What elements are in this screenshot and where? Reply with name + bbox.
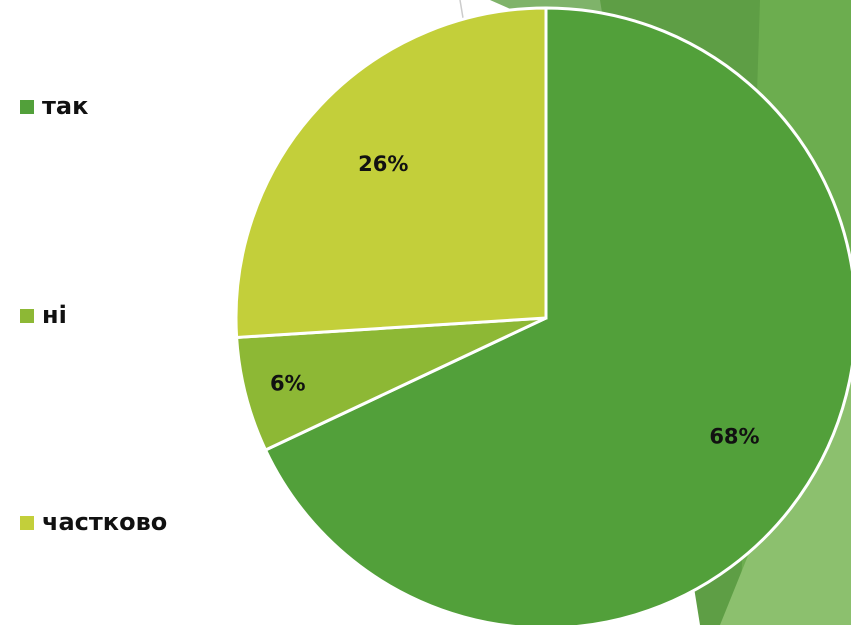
legend-label: ні bbox=[42, 301, 67, 329]
pie-slice bbox=[263, 6, 851, 625]
legend-swatch bbox=[20, 309, 34, 323]
pie: 68% 6% 26% bbox=[234, 6, 851, 625]
legend-swatch bbox=[20, 100, 34, 114]
data-label: 6% bbox=[270, 371, 306, 395]
legend-label: так bbox=[42, 92, 88, 120]
data-label: 26% bbox=[358, 152, 408, 176]
pie-slice bbox=[234, 6, 548, 340]
legend-label: частково bbox=[42, 508, 167, 536]
legend: так ні частково bbox=[20, 92, 167, 536]
legend-swatch bbox=[20, 516, 34, 530]
data-label: 68% bbox=[709, 425, 759, 449]
decor-line bbox=[459, 0, 464, 19]
